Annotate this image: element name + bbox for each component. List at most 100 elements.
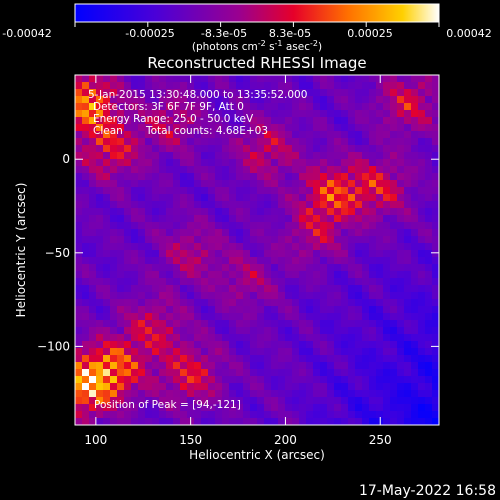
- heatmap-cell: [285, 320, 293, 328]
- heatmap-cell: [250, 348, 258, 356]
- heatmap-cell: [124, 292, 132, 300]
- heatmap-cell: [96, 208, 104, 216]
- heatmap-cell: [89, 96, 97, 104]
- heatmap-cell: [432, 299, 440, 307]
- heatmap-cell: [229, 418, 237, 426]
- heatmap-cell: [131, 187, 139, 195]
- heatmap-cell: [236, 418, 244, 426]
- heatmap-cell: [334, 201, 342, 209]
- heatmap-cell: [320, 348, 328, 356]
- heatmap-cell: [327, 152, 335, 160]
- heatmap-cell: [159, 152, 167, 160]
- heatmap-cell: [96, 404, 104, 412]
- heatmap-cell: [327, 411, 335, 419]
- heatmap-cell: [145, 285, 153, 293]
- heatmap-cell: [257, 131, 265, 139]
- heatmap-cell: [250, 166, 258, 174]
- heatmap-cell: [159, 341, 167, 349]
- heatmap-cell: [131, 299, 139, 307]
- heatmap-cell: [334, 208, 342, 216]
- heatmap-cell: [334, 82, 342, 90]
- heatmap-cell: [397, 257, 405, 265]
- heatmap-cell: [404, 299, 412, 307]
- heatmap-cell: [96, 397, 104, 405]
- heatmap-cell: [222, 306, 230, 314]
- heatmap-cell: [383, 327, 391, 335]
- heatmap-cell: [187, 257, 195, 265]
- heatmap-cell: [418, 159, 426, 167]
- heatmap-cell: [124, 313, 132, 321]
- heatmap-cell: [341, 117, 349, 125]
- heatmap-cell: [397, 89, 405, 97]
- heatmap-cell: [271, 159, 279, 167]
- heatmap-cell: [390, 89, 398, 97]
- heatmap-cell: [173, 243, 181, 251]
- heatmap-cell: [194, 278, 202, 286]
- heatmap-cell: [180, 306, 188, 314]
- heatmap-cell: [131, 243, 139, 251]
- heatmap-cell: [397, 117, 405, 125]
- heatmap-cell: [313, 250, 321, 258]
- heatmap-cell: [425, 411, 433, 419]
- heatmap-cell: [362, 243, 370, 251]
- heatmap-cell: [222, 201, 230, 209]
- heatmap-cell: [138, 208, 146, 216]
- heatmap-cell: [390, 117, 398, 125]
- heatmap-cell: [369, 96, 377, 104]
- heatmap-cell: [285, 194, 293, 202]
- heatmap-cell: [215, 257, 223, 265]
- heatmap-cell: [383, 376, 391, 384]
- heatmap-cell: [229, 320, 237, 328]
- heatmap-cell: [159, 138, 167, 146]
- heatmap-cell: [362, 320, 370, 328]
- heatmap-cell: [152, 292, 160, 300]
- heatmap-cell: [110, 264, 118, 272]
- heatmap-cell: [306, 117, 314, 125]
- heatmap-cell: [166, 75, 174, 83]
- heatmap-cell: [96, 138, 104, 146]
- heatmap-cell: [341, 124, 349, 132]
- heatmap-cell: [152, 250, 160, 258]
- heatmap-cell: [124, 124, 132, 132]
- heatmap-cell: [362, 173, 370, 181]
- heatmap-cell: [194, 250, 202, 258]
- heatmap-cell: [285, 110, 293, 118]
- heatmap-cell: [103, 117, 111, 125]
- heatmap-cell: [320, 152, 328, 160]
- heatmap-cell: [334, 362, 342, 370]
- heatmap-cell: [159, 334, 167, 342]
- heatmap-cell: [103, 138, 111, 146]
- heatmap-cell: [131, 215, 139, 223]
- heatmap-cell: [285, 390, 293, 398]
- heatmap-cell: [362, 250, 370, 258]
- heatmap-cell: [187, 208, 195, 216]
- heatmap-cell: [285, 397, 293, 405]
- heatmap-cell: [250, 173, 258, 181]
- heatmap-cell: [131, 75, 139, 83]
- heatmap-cell: [418, 320, 426, 328]
- heatmap-cell: [215, 229, 223, 237]
- heatmap-cell: [432, 222, 440, 230]
- heatmap-cell: [166, 411, 174, 419]
- heatmap-cell: [103, 166, 111, 174]
- heatmap-cell: [341, 257, 349, 265]
- heatmap-cell: [201, 271, 209, 279]
- heatmap-cell: [208, 103, 216, 111]
- heatmap-cell: [334, 292, 342, 300]
- heatmap-cell: [320, 96, 328, 104]
- heatmap-cell: [124, 96, 132, 104]
- heatmap-cell: [341, 348, 349, 356]
- heatmap-cell: [299, 243, 307, 251]
- heatmap-cell: [418, 383, 426, 391]
- heatmap-cell: [376, 383, 384, 391]
- heatmap-cell: [145, 138, 153, 146]
- heatmap-cell: [117, 159, 125, 167]
- heatmap-cell: [131, 124, 139, 132]
- heatmap-cell: [152, 82, 160, 90]
- heatmap-cell: [243, 89, 251, 97]
- heatmap-cell: [355, 152, 363, 160]
- heatmap-cell: [292, 341, 300, 349]
- heatmap-cell: [397, 208, 405, 216]
- heatmap-cell: [222, 75, 230, 83]
- heatmap-cell: [250, 383, 258, 391]
